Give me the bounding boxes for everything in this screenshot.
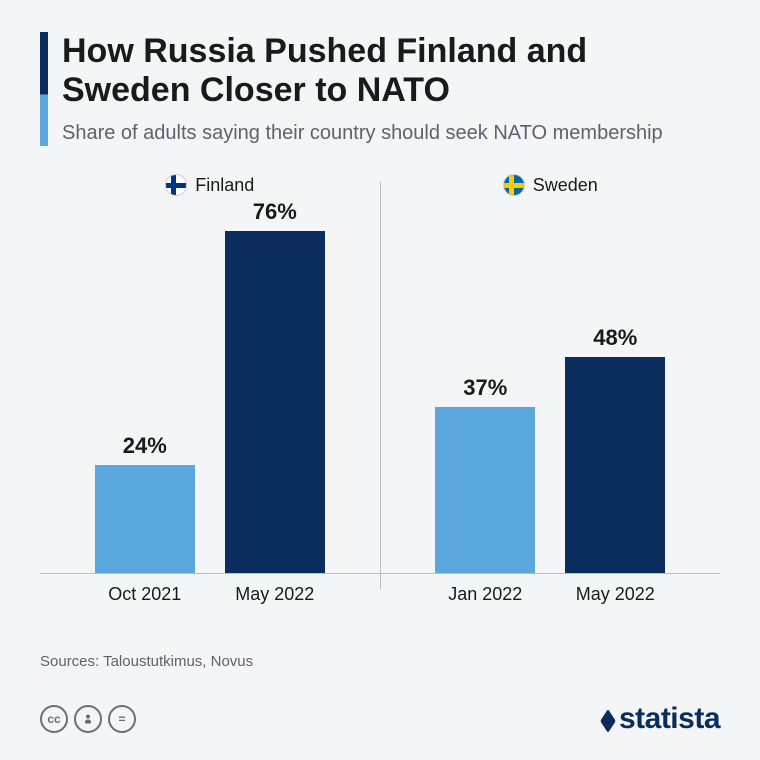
bar-value: 76%	[253, 199, 297, 225]
country-name: Finland	[195, 175, 254, 196]
brand-dot-icon	[600, 709, 616, 733]
x-labels: Jan 2022 May 2022	[381, 574, 721, 605]
bar-rect	[95, 465, 195, 573]
sources-text: Sources: Taloustutkimus, Novus	[0, 629, 760, 670]
chart-title: How Russia Pushed Finland and Sweden Clo…	[62, 32, 720, 110]
license-icons: cc =	[40, 705, 136, 733]
sweden-flag-icon	[503, 174, 525, 196]
bars-group: 37% 48%	[381, 214, 721, 574]
header: How Russia Pushed Finland and Sweden Clo…	[0, 0, 760, 164]
bar-unit: 76%	[225, 199, 325, 573]
nd-icon: =	[108, 705, 136, 733]
chart-subtitle: Share of adults saying their country sho…	[62, 120, 720, 146]
country-name: Sweden	[533, 175, 598, 196]
footer: cc = statista	[0, 686, 760, 760]
bar-rect	[435, 407, 535, 574]
bars-group: 24%76%	[40, 214, 380, 574]
bar-value: 37%	[463, 375, 507, 401]
chart-panel-sweden: Sweden 37% 48% Jan 2022 May 2022	[381, 174, 721, 629]
finland-flag-icon	[165, 174, 187, 196]
brand-logo: statista	[601, 702, 720, 736]
x-label: May 2022	[565, 584, 665, 605]
by-icon	[74, 705, 102, 733]
x-labels: Oct 2021 May 2022	[40, 574, 380, 605]
cc-icon: cc	[40, 705, 68, 733]
x-label: May 2022	[225, 584, 325, 605]
country-label-finland: Finland	[165, 174, 254, 196]
bar-rect	[225, 231, 325, 573]
x-label: Oct 2021	[95, 584, 195, 605]
bar-unit: 48%	[565, 325, 665, 573]
country-label-sweden: Sweden	[503, 174, 598, 196]
bar-rect	[565, 357, 665, 573]
bar-value: 48%	[593, 325, 637, 351]
header-text: How Russia Pushed Finland and Sweden Clo…	[62, 32, 720, 146]
accent-bar	[40, 32, 48, 146]
chart-area: Finland24%76%Oct 2021May 2022Sweden37%48…	[0, 164, 760, 629]
bar-unit: 24%	[95, 433, 195, 573]
x-label: Jan 2022	[435, 584, 535, 605]
chart-panel-finland: Finland24%76%Oct 2021May 2022	[40, 174, 380, 629]
bar-unit: 37%	[435, 375, 535, 574]
bar-value: 24%	[123, 433, 167, 459]
brand-text: statista	[619, 702, 720, 736]
